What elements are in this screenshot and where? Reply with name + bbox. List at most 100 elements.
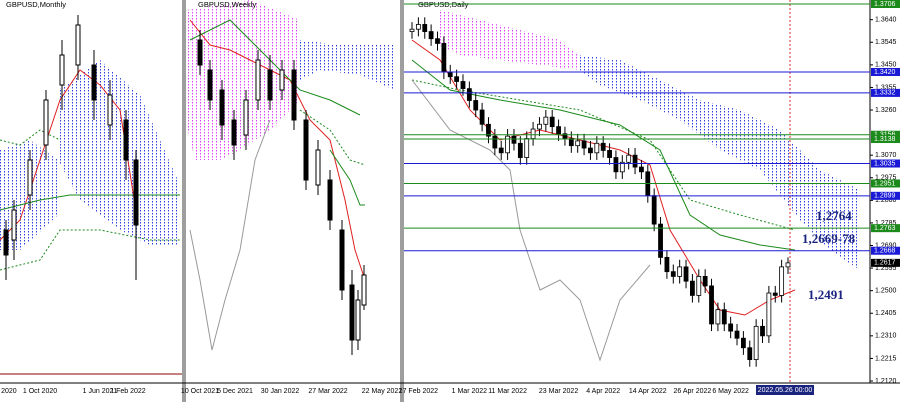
candle-body bbox=[460, 81, 466, 90]
candle-body bbox=[613, 157, 619, 173]
time-cursor-box bbox=[756, 385, 814, 395]
candle-body bbox=[651, 195, 657, 225]
candle-body bbox=[709, 285, 714, 325]
candle-body bbox=[524, 138, 530, 158]
x-tick-label: 27 Mar 2022 bbox=[308, 388, 347, 395]
level-label: 1.3332 bbox=[874, 90, 896, 97]
candle-body bbox=[690, 280, 695, 296]
kijun-line bbox=[329, 149, 365, 206]
level-box bbox=[871, 224, 900, 233]
panel-title: GBPUSD,Weekly bbox=[198, 0, 256, 9]
candle-body bbox=[677, 266, 683, 277]
level-box bbox=[871, 0, 900, 8]
span-line bbox=[0, 129, 61, 146]
y-tick-label: 1.3545 bbox=[875, 39, 897, 46]
level-box bbox=[871, 130, 900, 139]
y-tick-label: 1.3450 bbox=[875, 62, 897, 69]
candle-body bbox=[626, 154, 632, 163]
cloud bbox=[58, 60, 180, 245]
x-tick-label: 1 Oct 2020 bbox=[23, 388, 57, 395]
level-label: 1.2668 bbox=[874, 248, 896, 255]
candle-body bbox=[409, 28, 415, 32]
separator bbox=[182, 0, 186, 402]
candle-body bbox=[511, 135, 517, 144]
y-tick-label: 1.2500 bbox=[875, 288, 897, 295]
candle-body bbox=[696, 276, 702, 296]
candle-body bbox=[639, 166, 644, 173]
x-tick-label: 5 Dec 2021 bbox=[217, 388, 253, 395]
candle-body bbox=[549, 116, 555, 128]
candle-body bbox=[632, 154, 638, 168]
candle-body bbox=[568, 138, 574, 147]
candle-body bbox=[498, 147, 504, 154]
level-box bbox=[871, 159, 900, 168]
candle-body bbox=[415, 24, 421, 30]
candle-body bbox=[454, 76, 460, 82]
x-tick-label: 1 Mar 2022 bbox=[452, 388, 488, 395]
candle-body bbox=[619, 161, 625, 173]
daily-chart bbox=[409, 17, 791, 367]
candle-body bbox=[594, 142, 600, 154]
x-tick-label: 1 Feb 2022 bbox=[110, 388, 146, 395]
candle-body bbox=[575, 140, 581, 147]
candle-body bbox=[517, 142, 523, 158]
candle-body bbox=[728, 323, 734, 332]
candle-body bbox=[747, 347, 753, 361]
candle-body bbox=[760, 325, 765, 337]
candle-body bbox=[658, 223, 663, 258]
x-tick-label: 4 Apr 2022 bbox=[586, 388, 620, 395]
candle-body bbox=[537, 123, 542, 130]
y-tick-label: 1.3070 bbox=[875, 152, 897, 159]
candle-body bbox=[435, 38, 440, 44]
candle-body bbox=[715, 309, 721, 325]
candle-body bbox=[702, 276, 708, 287]
candles bbox=[3, 15, 139, 280]
level-label: 1.2617 bbox=[874, 260, 896, 267]
x-tick-label: 11 Mar 2022 bbox=[488, 388, 527, 395]
level-box bbox=[871, 258, 900, 267]
kijun-line bbox=[189, 19, 361, 116]
candle-body bbox=[779, 266, 785, 296]
candle-body bbox=[422, 24, 428, 32]
annotation: 1,2669-78 bbox=[802, 231, 856, 246]
candle-body bbox=[447, 71, 453, 78]
level-label: 1.3706 bbox=[874, 1, 896, 8]
panel-title: GBPUSD,Monthly bbox=[6, 0, 66, 9]
candle-body bbox=[588, 147, 593, 154]
x-tick-label: 2022.05.26 00:00 bbox=[758, 387, 813, 394]
candle-body bbox=[683, 266, 689, 282]
separator bbox=[400, 0, 404, 402]
candles bbox=[197, 30, 367, 355]
x-tick-label: 22 May 2022 bbox=[362, 388, 403, 395]
y-tick-label: 1.2975 bbox=[875, 175, 897, 182]
level-box bbox=[871, 67, 900, 76]
level-label: 1.2951 bbox=[874, 180, 896, 187]
level-label: 1.3138 bbox=[874, 136, 896, 143]
kijun-line bbox=[411, 59, 796, 251]
candle-body bbox=[486, 123, 491, 137]
x-tick-label: 6 May 2022 bbox=[712, 388, 749, 395]
cloud bbox=[300, 40, 395, 90]
level-box bbox=[871, 246, 900, 255]
x-tick-label: 10 Oct 2021 bbox=[181, 388, 219, 395]
annotation: 1,2491 bbox=[808, 287, 844, 302]
level-box bbox=[871, 191, 900, 200]
x-tick-label: 17 Feb 2022 bbox=[399, 388, 438, 395]
annotation: 1,2764 bbox=[816, 208, 852, 223]
candle-body bbox=[734, 330, 740, 339]
candle-body bbox=[607, 150, 612, 158]
span-line bbox=[0, 229, 180, 271]
level-label: 1.2899 bbox=[874, 193, 896, 200]
y-tick-label: 1.3355 bbox=[875, 84, 897, 91]
x-tick-label: 23 Mar 2022 bbox=[539, 388, 578, 395]
level-box bbox=[871, 135, 900, 144]
y-tick-label: 1.2595 bbox=[875, 265, 897, 272]
candle-body bbox=[479, 109, 485, 125]
candle-body bbox=[740, 337, 746, 349]
y-tick-label: 1.2880 bbox=[875, 197, 897, 204]
monthly-panel bbox=[0, 15, 182, 375]
candle-body bbox=[543, 116, 549, 125]
candle-body bbox=[670, 271, 676, 277]
candle-body bbox=[664, 256, 670, 273]
